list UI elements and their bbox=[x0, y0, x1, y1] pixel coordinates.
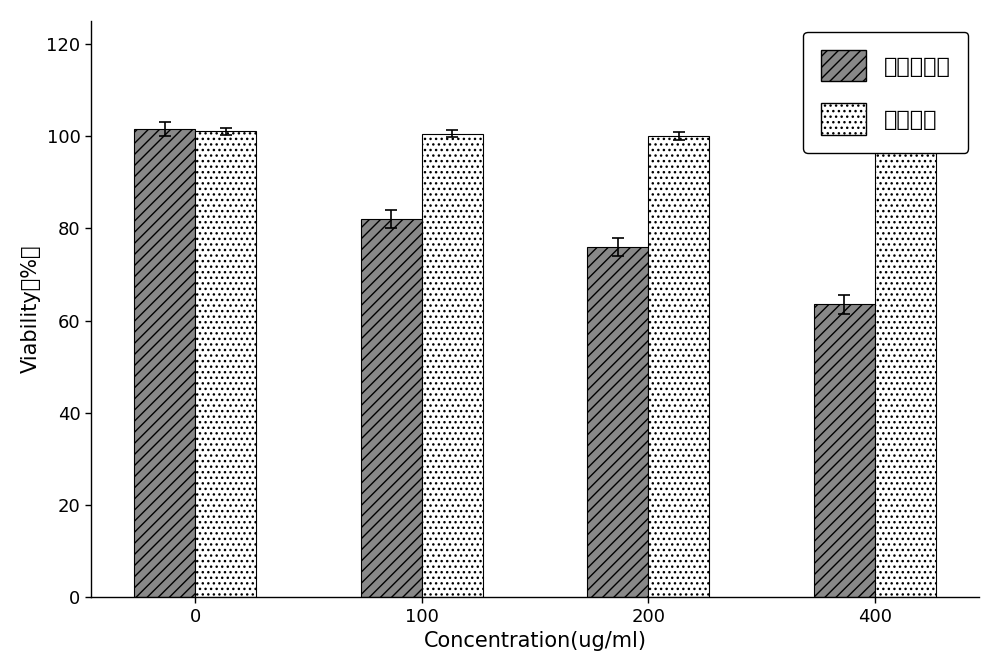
Bar bbox=[422, 134, 483, 597]
Bar bbox=[587, 247, 648, 597]
Bar bbox=[361, 219, 422, 597]
Legend: 阿霞素胶束, 空白胶束: 阿霞素胶束, 空白胶束 bbox=[803, 32, 968, 153]
Bar bbox=[134, 129, 195, 597]
Bar bbox=[814, 304, 875, 597]
Bar bbox=[648, 136, 709, 597]
Bar bbox=[875, 140, 936, 597]
Y-axis label: Viability（%）: Viability（%） bbox=[21, 245, 41, 373]
X-axis label: Concentration(ug/ml): Concentration(ug/ml) bbox=[424, 631, 647, 651]
Bar bbox=[195, 132, 256, 597]
